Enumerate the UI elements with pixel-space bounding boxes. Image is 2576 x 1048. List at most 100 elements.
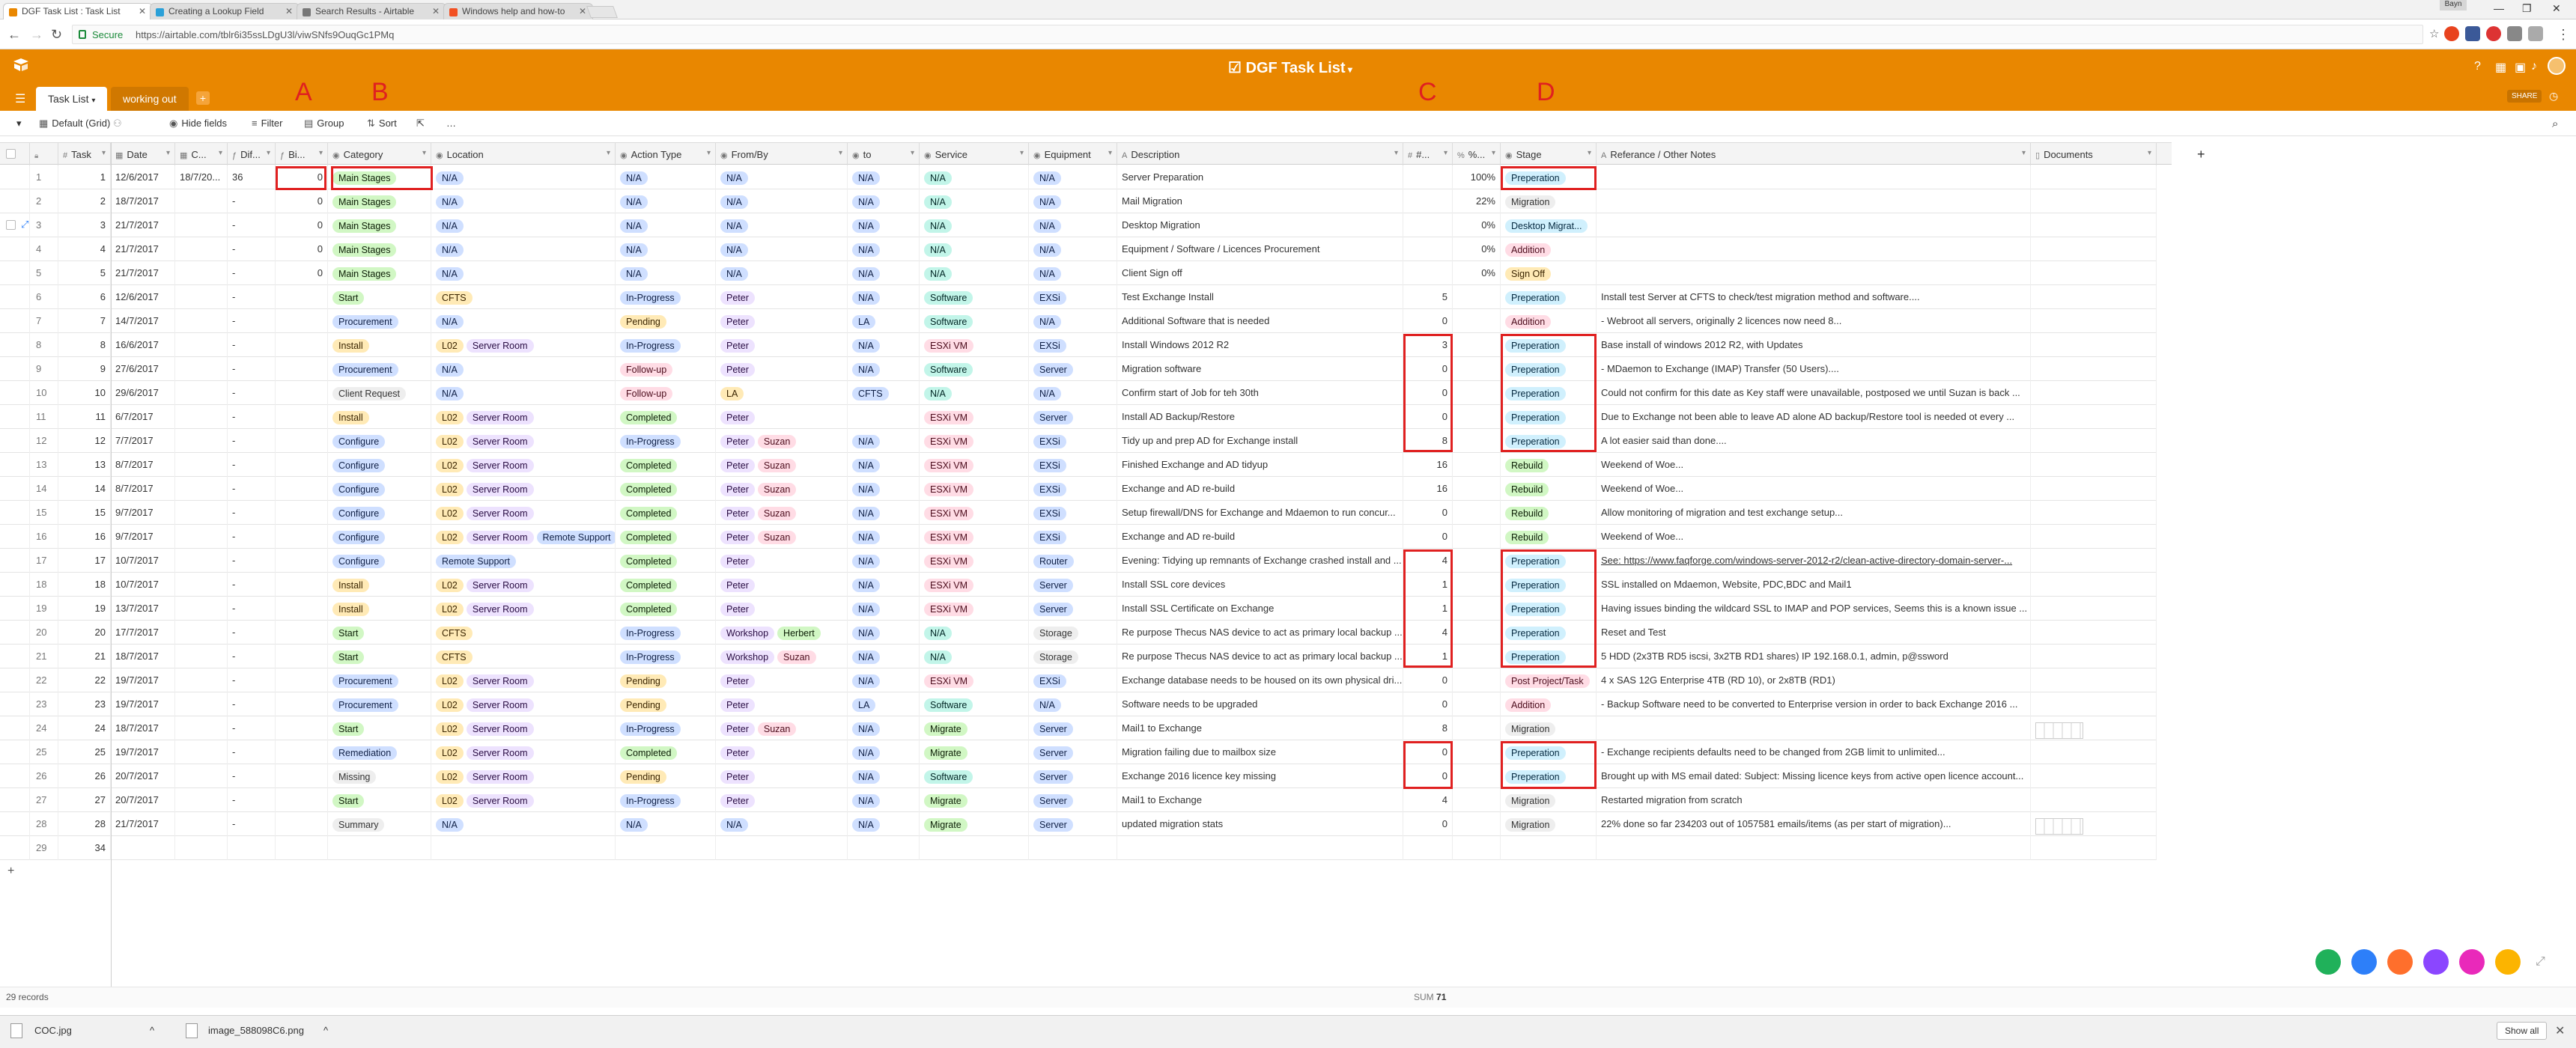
cell-pct[interactable] (1453, 764, 1501, 788)
cell-row-number[interactable]: 13 (30, 453, 58, 477)
table-tab-task-list[interactable]: Task List ▾ (36, 87, 108, 111)
cell-row-number[interactable]: 12 (30, 429, 58, 453)
cell-date[interactable]: 12/6/2017 (111, 165, 175, 189)
cell-category[interactable]: Client Request (328, 381, 431, 405)
cell-description[interactable] (1117, 836, 1403, 860)
column-header-action-type[interactable]: ◉ Action Type ▾ (616, 143, 716, 165)
column-header-row-number[interactable]: 🔒︎ (30, 143, 58, 165)
cell-location[interactable]: L02 Server Room (431, 453, 616, 477)
cell-action-type[interactable]: N/A (616, 213, 716, 237)
cell-from-by[interactable]: Peter (716, 285, 848, 309)
cell-hash[interactable]: 16 (1403, 453, 1453, 477)
cell-service[interactable]: N/A (920, 237, 1029, 261)
cell-task[interactable]: 2 (58, 189, 111, 213)
cell-category[interactable]: Start (328, 788, 431, 812)
chevron-down-icon[interactable]: ▾ (266, 149, 270, 157)
cell-documents[interactable] (2031, 621, 2157, 645)
cell-row-number[interactable]: 15 (30, 501, 58, 525)
cell-to[interactable]: N/A (848, 645, 920, 668)
cell-task[interactable]: 21 (58, 645, 111, 668)
cell-notes[interactable]: SSL installed on Mdaemon, Website, PDC,B… (1597, 573, 2031, 597)
cell-hash[interactable] (1403, 261, 1453, 285)
cell-row-number[interactable]: 5 (30, 261, 58, 285)
close-tab-icon[interactable]: ✕ (285, 6, 293, 16)
cell-c[interactable] (175, 621, 228, 645)
cell-equipment[interactable]: N/A (1029, 213, 1117, 237)
view-switcher[interactable]: ▦ Default (Grid) ⚇ (39, 118, 122, 129)
cell-date[interactable]: 14/7/2017 (111, 309, 175, 333)
cell-bi[interactable] (276, 788, 328, 812)
cell-cb[interactable] (0, 285, 30, 309)
table-row[interactable]: 13 13 8/7/2017 - Configure L02 Server Room Comp… (0, 453, 2157, 477)
cell-pct[interactable] (1453, 692, 1501, 716)
cell-hash[interactable]: 8 (1403, 716, 1453, 740)
column-header-pct[interactable]: %%... ▾ (1453, 143, 1501, 165)
cell-bi[interactable] (276, 764, 328, 788)
sort-button[interactable]: ⇅ Sort (367, 118, 397, 129)
cell-action-type[interactable]: Completed (616, 477, 716, 501)
cell-hash[interactable] (1403, 189, 1453, 213)
table-row[interactable]: 24 24 18/7/2017 - Start L02 Server Room In-Prog… (0, 716, 2157, 740)
cell-pct[interactable] (1453, 549, 1501, 573)
cell-c[interactable] (175, 788, 228, 812)
cell-c[interactable] (175, 645, 228, 668)
cell-dif[interactable]: - (228, 405, 276, 429)
cell-service[interactable]: ESXi VM (920, 549, 1029, 573)
cell-pct[interactable]: 22% (1453, 189, 1501, 213)
cell-stage[interactable]: Preperation (1501, 740, 1597, 764)
attachment-thumbnail[interactable] (2035, 722, 2083, 739)
cell-bi[interactable] (276, 357, 328, 381)
cell-bi[interactable] (276, 597, 328, 621)
chevron-down-icon[interactable]: ▾ (706, 149, 711, 157)
cell-dif[interactable]: - (228, 621, 276, 645)
cell-location[interactable]: L02 Server Room (431, 716, 616, 740)
cell-c[interactable] (175, 213, 228, 237)
cell-cb[interactable] (0, 501, 30, 525)
hide-fields-button[interactable]: ◉ Hide fields (169, 118, 228, 129)
cell-dif[interactable]: - (228, 692, 276, 716)
cell-location[interactable]: L02 Server Room Remote Support (431, 525, 616, 549)
cell-location[interactable]: L02 Server Room (431, 764, 616, 788)
cell-cb[interactable] (0, 357, 30, 381)
cell-dif[interactable]: - (228, 549, 276, 573)
cell-dif[interactable]: - (228, 477, 276, 501)
star-icon[interactable]: ☆ (2429, 28, 2440, 40)
cell-to[interactable]: N/A (848, 597, 920, 621)
cell-service[interactable]: ESXi VM (920, 597, 1029, 621)
cell-row-number[interactable]: 21 (30, 645, 58, 668)
cell-stage[interactable]: Preperation (1501, 333, 1597, 357)
cell-service[interactable]: ESXi VM (920, 429, 1029, 453)
cell-equipment[interactable]: EXSi (1029, 525, 1117, 549)
cell-bi[interactable] (276, 381, 328, 405)
cell-action-type[interactable]: In-Progress (616, 333, 716, 357)
table-row[interactable]: 4 4 21/7/2017 - 0 Main Stages N/A N/A N/A N/A N/A N… (0, 237, 2157, 261)
cell-to[interactable]: LA (848, 692, 920, 716)
avatar[interactable] (2548, 57, 2566, 75)
cell-action-type[interactable]: In-Progress (616, 716, 716, 740)
cell-dif[interactable]: 36 (228, 165, 276, 189)
cell-cb[interactable] (0, 668, 30, 692)
cell-from-by[interactable]: Peter (716, 668, 848, 692)
base-title[interactable]: ☑ DGF Task List ▾ (1228, 60, 1352, 76)
cell-bi[interactable] (276, 836, 328, 860)
cell-cb[interactable] (0, 692, 30, 716)
cell-dif[interactable]: - (228, 716, 276, 740)
cell-task[interactable]: 26 (58, 764, 111, 788)
cell-date[interactable]: 21/7/2017 (111, 237, 175, 261)
table-row[interactable]: ⤢ 3 3 21/7/2017 - 0 Main Stages N/A N/A N/A N/A N/A… (0, 213, 2157, 237)
cell-row-number[interactable]: 24 (30, 716, 58, 740)
cell-date[interactable]: 21/7/2017 (111, 213, 175, 237)
cell-equipment[interactable]: Server (1029, 573, 1117, 597)
cell-cb[interactable] (0, 525, 30, 549)
column-header-hash[interactable]: # #... ▾ (1403, 143, 1453, 165)
column-header-equipment[interactable]: ◉ Equipment ▾ (1029, 143, 1117, 165)
cell-service[interactable]: Software (920, 309, 1029, 333)
cell-stage[interactable]: Post Project/Task (1501, 668, 1597, 692)
cell-from-by[interactable]: Peter (716, 573, 848, 597)
cell-date[interactable]: 19/7/2017 (111, 668, 175, 692)
cell-date[interactable]: 17/7/2017 (111, 621, 175, 645)
cell-date[interactable]: 13/7/2017 (111, 597, 175, 621)
column-header-stage[interactable]: ◉ Stage ▾ (1501, 143, 1597, 165)
cell-c[interactable] (175, 812, 228, 836)
cell-notes[interactable]: 22% done so far 234203 out of 1057581 em… (1597, 812, 2031, 836)
